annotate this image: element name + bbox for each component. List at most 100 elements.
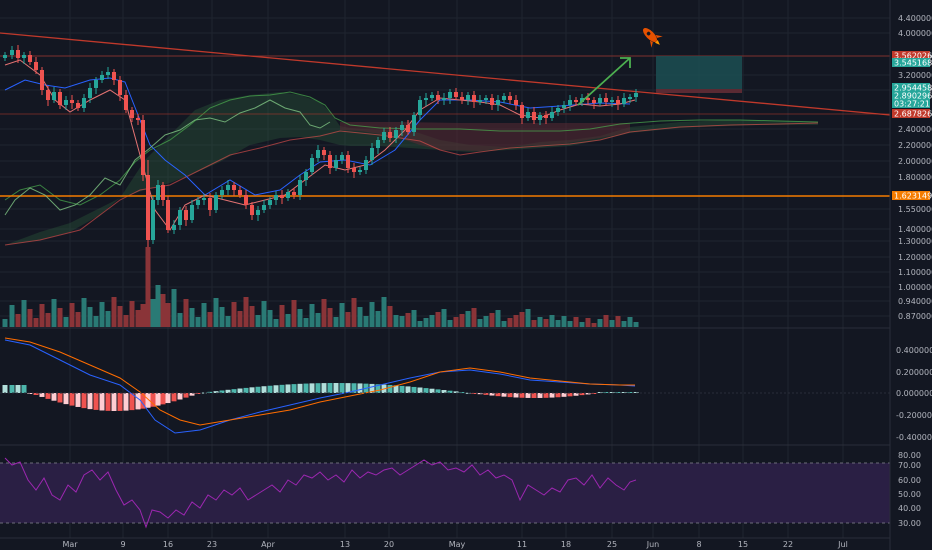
candle-body[interactable]: [610, 100, 614, 102]
candle-body[interactable]: [364, 160, 368, 170]
candle-body[interactable]: [106, 72, 110, 75]
candle-body[interactable]: [151, 200, 155, 240]
candle-body[interactable]: [220, 190, 224, 195]
candle-body[interactable]: [226, 185, 230, 190]
candle-body[interactable]: [508, 96, 512, 100]
candle-body[interactable]: [388, 132, 392, 138]
candle-body[interactable]: [34, 62, 38, 70]
candle-body[interactable]: [161, 185, 165, 200]
candle-body[interactable]: [274, 195, 278, 200]
candle-body[interactable]: [16, 50, 20, 58]
candle-body[interactable]: [268, 200, 272, 205]
arrow-up-right-icon[interactable]: [577, 57, 631, 106]
candle-body[interactable]: [370, 148, 374, 160]
price-axis[interactable]: 4.40000004.00000003.60000003.20000002.80…: [889, 0, 932, 550]
candle-body[interactable]: [3, 55, 7, 58]
candle-body[interactable]: [124, 95, 128, 110]
candle-body[interactable]: [100, 75, 104, 80]
candle-body[interactable]: [346, 155, 350, 168]
candle-body[interactable]: [82, 98, 86, 108]
candle-body[interactable]: [88, 88, 92, 98]
candle-body[interactable]: [604, 98, 608, 102]
candle-body[interactable]: [298, 180, 302, 195]
candle-body[interactable]: [238, 190, 242, 195]
candle-body[interactable]: [460, 97, 464, 100]
candle-body[interactable]: [592, 100, 596, 103]
candle-body[interactable]: [586, 98, 590, 100]
candlestick-series[interactable]: [3, 45, 638, 300]
candle-body[interactable]: [556, 108, 560, 112]
candle-body[interactable]: [286, 192, 290, 198]
candle-body[interactable]: [232, 185, 236, 190]
candle-body[interactable]: [112, 72, 116, 80]
candle-body[interactable]: [478, 100, 482, 102]
candle-body[interactable]: [436, 95, 440, 100]
candle-body[interactable]: [544, 115, 548, 118]
candle-body[interactable]: [190, 205, 194, 220]
candle-body[interactable]: [322, 150, 326, 155]
candle-body[interactable]: [28, 55, 32, 62]
candle-body[interactable]: [256, 210, 260, 215]
candle-body[interactable]: [166, 200, 170, 230]
candle-body[interactable]: [214, 195, 218, 210]
candle-body[interactable]: [250, 205, 254, 215]
candle-body[interactable]: [244, 195, 248, 205]
candle-body[interactable]: [76, 103, 80, 108]
candle-body[interactable]: [352, 168, 356, 172]
candle-body[interactable]: [628, 97, 632, 99]
candle-body[interactable]: [448, 92, 452, 98]
candle-body[interactable]: [454, 92, 458, 97]
candle-body[interactable]: [304, 172, 308, 180]
candle-body[interactable]: [70, 100, 74, 103]
candle-body[interactable]: [316, 150, 320, 158]
candle-body[interactable]: [418, 100, 422, 115]
candle-body[interactable]: [358, 170, 362, 172]
candle-body[interactable]: [202, 198, 206, 200]
candle-body[interactable]: [598, 98, 602, 103]
candle-body[interactable]: [208, 198, 212, 210]
rocket-icon[interactable]: [638, 23, 666, 51]
candle-body[interactable]: [400, 125, 404, 130]
candle-body[interactable]: [472, 95, 476, 102]
candle-body[interactable]: [424, 98, 428, 100]
candle-body[interactable]: [328, 155, 332, 168]
candle-body[interactable]: [136, 118, 140, 120]
candle-body[interactable]: [334, 160, 338, 168]
candle-body[interactable]: [532, 112, 536, 120]
candle-body[interactable]: [634, 93, 638, 97]
candle-body[interactable]: [178, 210, 182, 225]
candle-body[interactable]: [550, 112, 554, 118]
candle-body[interactable]: [156, 185, 160, 200]
candle-body[interactable]: [526, 112, 530, 118]
candle-body[interactable]: [394, 130, 398, 138]
candle-body[interactable]: [340, 155, 344, 160]
candle-body[interactable]: [22, 55, 26, 58]
candle-body[interactable]: [196, 200, 200, 205]
time-axis[interactable]: Mar 9 16 23 Apr 13 20 May 11 18 25 Jun 8 15 22 Jul: [0, 537, 890, 549]
target-zone-box[interactable]: [656, 56, 742, 92]
candle-body[interactable]: [141, 120, 145, 175]
descending-trendline[interactable]: [0, 32, 891, 116]
candle-body[interactable]: [46, 90, 50, 100]
candle-body[interactable]: [406, 125, 410, 132]
candle-body[interactable]: [10, 50, 14, 55]
candle-body[interactable]: [40, 70, 44, 90]
candle-body[interactable]: [310, 158, 314, 172]
candle-body[interactable]: [514, 100, 518, 105]
candle-body[interactable]: [568, 100, 572, 105]
candle-body[interactable]: [382, 132, 386, 140]
candle-body[interactable]: [538, 115, 542, 120]
candle-body[interactable]: [52, 92, 56, 100]
candle-body[interactable]: [622, 98, 626, 104]
candle-body[interactable]: [94, 80, 98, 88]
candle-body[interactable]: [280, 195, 284, 198]
candle-body[interactable]: [118, 80, 122, 95]
candle-body[interactable]: [496, 100, 500, 105]
candle-body[interactable]: [64, 100, 68, 105]
candle-body[interactable]: [580, 98, 584, 102]
candle-body[interactable]: [520, 105, 524, 118]
candle-body[interactable]: [484, 98, 488, 100]
candle-body[interactable]: [562, 105, 566, 108]
candle-body[interactable]: [376, 140, 380, 148]
